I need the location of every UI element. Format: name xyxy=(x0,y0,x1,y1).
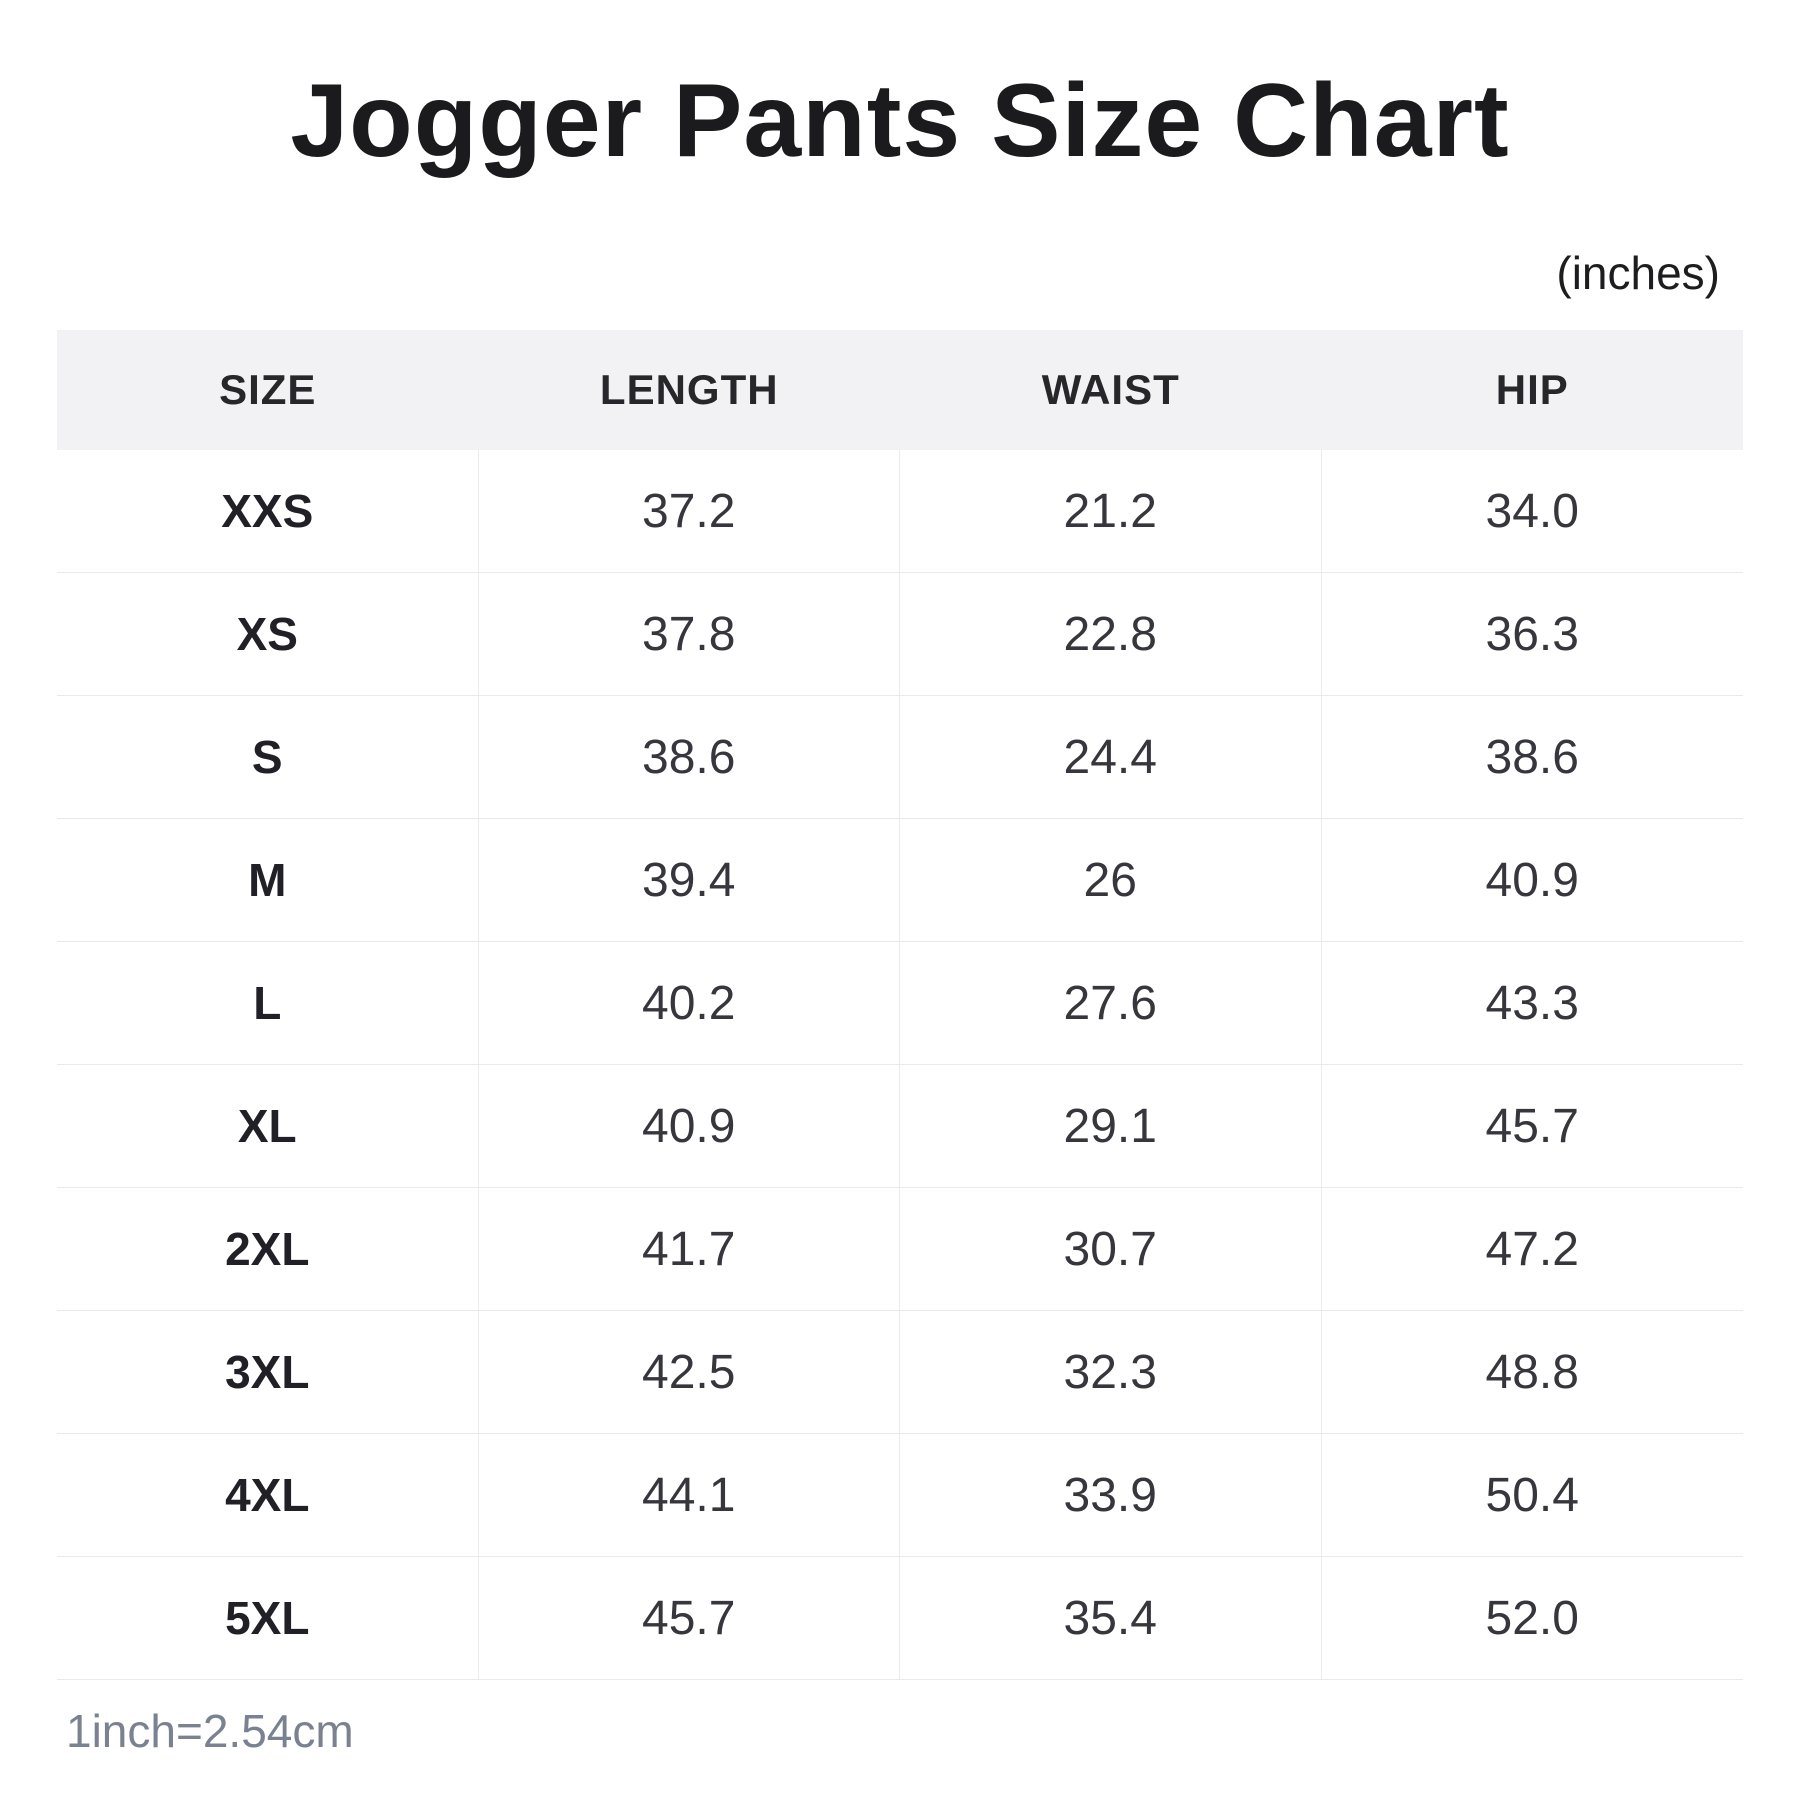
length-cell: 45.7 xyxy=(479,1557,900,1679)
size-cell: 3XL xyxy=(57,1311,479,1433)
size-cell: 2XL xyxy=(57,1188,479,1310)
table-header-row: SIZE LENGTH WAIST HIP xyxy=(57,330,1743,450)
waist-cell: 27.6 xyxy=(900,942,1322,1064)
waist-cell: 29.1 xyxy=(900,1065,1322,1187)
size-cell: L xyxy=(57,942,479,1064)
table-row: 5XL 45.7 35.4 52.0 xyxy=(57,1557,1743,1680)
table-row: 2XL 41.7 30.7 47.2 xyxy=(57,1188,1743,1311)
table-row: 4XL 44.1 33.9 50.4 xyxy=(57,1434,1743,1557)
length-cell: 40.9 xyxy=(479,1065,900,1187)
table-row: XXS 37.2 21.2 34.0 xyxy=(57,450,1743,573)
hip-cell: 34.0 xyxy=(1485,484,1579,538)
waist-cell: 21.2 xyxy=(900,450,1322,572)
size-chart-table: SIZE LENGTH WAIST HIP XXS 37.2 21.2 34.0 XS 3… xyxy=(57,330,1743,1680)
waist-cell: 33.9 xyxy=(900,1434,1322,1556)
waist-cell: 22.8 xyxy=(900,573,1322,695)
length-cell: 37.8 xyxy=(479,573,900,695)
size-cell: XL xyxy=(57,1065,479,1187)
length-cell: 38.6 xyxy=(479,696,900,818)
length-cell: 41.7 xyxy=(479,1188,900,1310)
page-title: Jogger Pants Size Chart xyxy=(290,63,1510,179)
hip-cell: 48.8 xyxy=(1485,1345,1579,1399)
waist-cell: 30.7 xyxy=(900,1188,1322,1310)
size-cell: M xyxy=(57,819,479,941)
hip-cell: 50.4 xyxy=(1485,1468,1579,1522)
length-cell: 42.5 xyxy=(479,1311,900,1433)
table-row: XL 40.9 29.1 45.7 xyxy=(57,1065,1743,1188)
table-row: M 39.4 26 40.9 xyxy=(57,819,1743,942)
table-row: S 38.6 24.4 38.6 xyxy=(57,696,1743,819)
waist-cell: 35.4 xyxy=(900,1557,1322,1679)
column-header-size: SIZE xyxy=(219,366,317,413)
table-row: L 40.2 27.6 43.3 xyxy=(57,942,1743,1065)
waist-cell: 26 xyxy=(900,819,1322,941)
column-header-waist: WAIST xyxy=(1041,366,1180,413)
table-row: 3XL 42.5 32.3 48.8 xyxy=(57,1311,1743,1434)
length-cell: 39.4 xyxy=(479,819,900,941)
hip-cell: 43.3 xyxy=(1485,976,1579,1030)
column-header-hip: HIP xyxy=(1495,366,1569,413)
conversion-note: 1inch=2.54cm xyxy=(66,1705,354,1757)
waist-cell: 24.4 xyxy=(900,696,1322,818)
length-cell: 40.2 xyxy=(479,942,900,1064)
length-cell: 37.2 xyxy=(479,450,900,572)
hip-cell: 36.3 xyxy=(1485,607,1579,661)
waist-cell: 32.3 xyxy=(900,1311,1322,1433)
hip-cell: 45.7 xyxy=(1485,1099,1579,1153)
hip-cell: 52.0 xyxy=(1485,1591,1579,1645)
unit-label: (inches) xyxy=(1556,247,1720,299)
hip-cell: 40.9 xyxy=(1485,853,1579,907)
hip-cell: 38.6 xyxy=(1485,730,1579,784)
hip-cell: 47.2 xyxy=(1485,1222,1579,1276)
column-header-length: LENGTH xyxy=(599,366,779,413)
size-cell: XS xyxy=(57,573,479,695)
size-cell: 5XL xyxy=(57,1557,479,1679)
size-cell: S xyxy=(57,696,479,818)
size-cell: XXS xyxy=(57,450,479,572)
size-cell: 4XL xyxy=(57,1434,479,1556)
table-row: XS 37.8 22.8 36.3 xyxy=(57,573,1743,696)
table-body: XXS 37.2 21.2 34.0 XS 37.8 22.8 36.3 S 38.6 24.4 38… xyxy=(57,450,1743,1680)
length-cell: 44.1 xyxy=(479,1434,900,1556)
